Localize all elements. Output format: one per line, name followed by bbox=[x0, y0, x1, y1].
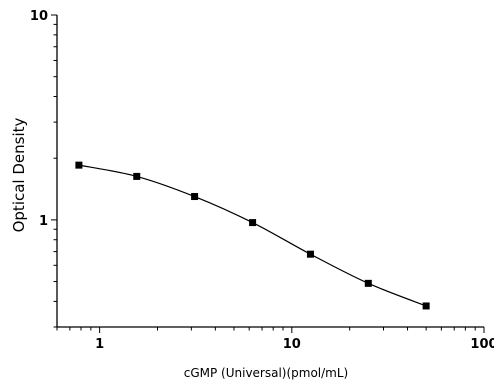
x-axis-label: cGMP (Universal)(pmol/mL) bbox=[184, 366, 349, 380]
data-point bbox=[133, 172, 141, 180]
x-tick-label: 100 bbox=[470, 337, 494, 352]
fit-curve bbox=[78, 164, 427, 307]
data-markers bbox=[75, 161, 430, 310]
data-point bbox=[75, 161, 83, 169]
data-point bbox=[249, 219, 257, 227]
x-tick-label: 1 bbox=[95, 337, 104, 352]
data-point bbox=[422, 302, 430, 310]
data-point bbox=[191, 193, 199, 201]
tick-marks bbox=[51, 14, 485, 333]
data-point bbox=[306, 250, 314, 258]
y-tick-label: 10 bbox=[30, 9, 48, 24]
tick-labels: 1 10 100 1 10 bbox=[30, 9, 494, 352]
y-axis-label: Optical Density bbox=[10, 117, 28, 232]
axes bbox=[56, 15, 484, 328]
y-tick-label: 1 bbox=[39, 214, 48, 229]
data-point bbox=[364, 279, 372, 287]
x-tick-label: 10 bbox=[283, 337, 301, 352]
